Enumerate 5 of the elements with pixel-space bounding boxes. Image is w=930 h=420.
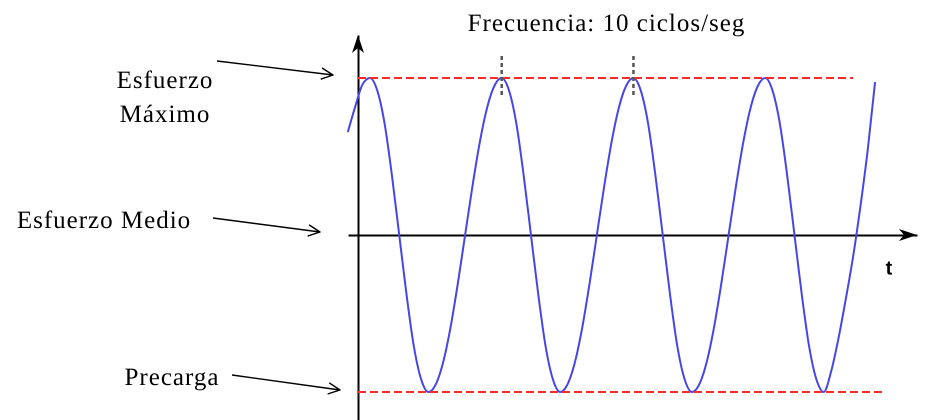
chart-title: Frecuencia: 10 ciclos/seg: [468, 10, 746, 37]
x-axis-title: t: [886, 258, 894, 280]
text: Esfuerzo Máximo: [116, 67, 214, 128]
text: Precarga: [124, 364, 220, 391]
text: Esfuerzo Medio: [16, 207, 192, 234]
